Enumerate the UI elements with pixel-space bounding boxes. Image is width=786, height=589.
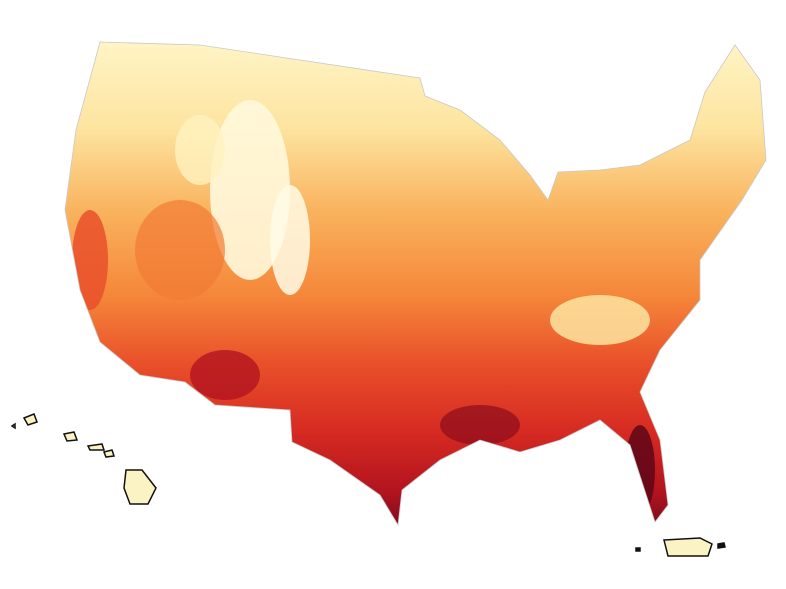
island	[123, 469, 157, 505]
rockies-cool	[210, 100, 290, 280]
island	[663, 537, 713, 557]
cool-area	[175, 115, 225, 185]
central-valley	[72, 210, 108, 310]
island	[62, 431, 79, 442]
island	[717, 542, 726, 549]
island	[86, 443, 106, 451]
island	[10, 422, 16, 430]
great-basin	[135, 200, 225, 300]
gulf-coast	[440, 405, 520, 445]
hawaii	[10, 413, 157, 505]
us-outline	[64, 41, 767, 527]
island	[22, 413, 38, 426]
island	[102, 449, 116, 458]
cool-area	[270, 185, 310, 295]
south-florida	[625, 425, 655, 515]
appalachians	[550, 295, 650, 345]
desert-hot	[190, 350, 260, 400]
puerto-rico	[635, 537, 726, 557]
island	[635, 547, 641, 552]
